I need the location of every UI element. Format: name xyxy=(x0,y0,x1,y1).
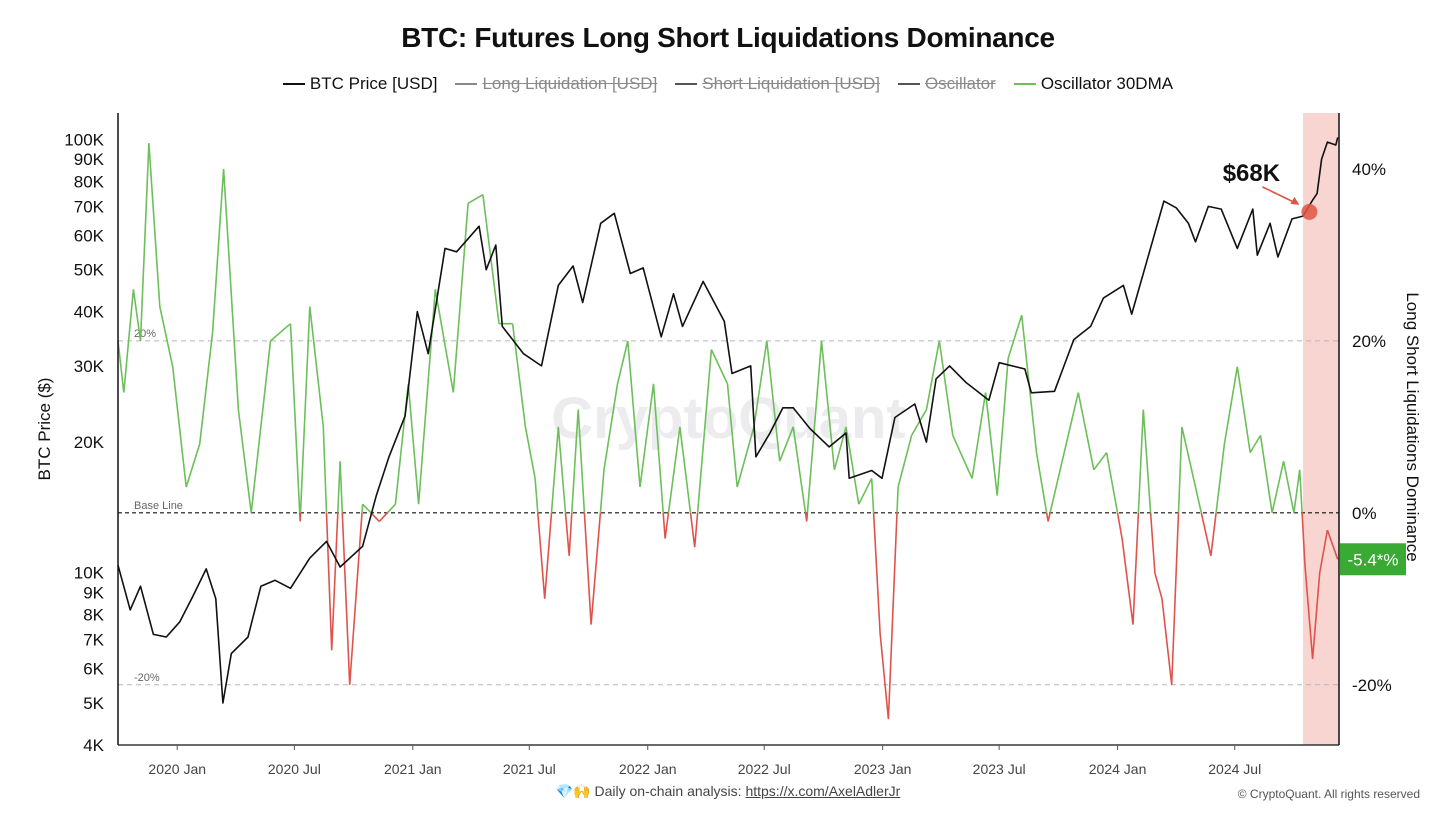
reference-line-label: -20% xyxy=(134,672,160,684)
y-left-tick-label: 10K xyxy=(74,564,105,583)
last-value-badge-label: -5.4*% xyxy=(1347,550,1398,569)
legend-item[interactable]: BTC Price [USD] xyxy=(282,74,438,94)
legend-item[interactable]: Short Liquidation [USD] xyxy=(675,74,880,94)
btc-price-line xyxy=(117,137,1339,704)
y-left-tick-label: 30K xyxy=(74,357,105,376)
y-right-tick-label: -20% xyxy=(1352,676,1392,695)
y-left-tick-label: 80K xyxy=(74,172,105,191)
x-tick-label: 2024 Jul xyxy=(1208,761,1261,777)
y-left-tick-label: 4K xyxy=(83,736,104,755)
chart-title: BTC: Futures Long Short Liquidations Dom… xyxy=(401,22,1055,53)
copyright: © CryptoQuant. All rights reserved xyxy=(1237,787,1420,801)
legend-swatch xyxy=(675,83,698,85)
oscillator-30dma-positive-line xyxy=(117,143,1303,514)
reference-line-label: Base Line xyxy=(134,500,183,512)
last-value-badge xyxy=(1340,543,1406,576)
x-tick-label: 2020 Jul xyxy=(268,761,321,777)
footer-link[interactable]: https://x.com/AxelAdlerJr xyxy=(745,783,901,799)
y-left-tick-label: 40K xyxy=(74,303,105,322)
x-tick-label: 2021 Jan xyxy=(384,761,442,777)
y-left-tick-label: 70K xyxy=(74,197,105,216)
x-tick-label: 2022 Jul xyxy=(738,761,791,777)
legend-label: Long Liquidation [USD] xyxy=(482,74,658,93)
legend-label: BTC Price [USD] xyxy=(309,74,438,93)
y-left-axis-title: BTC Price ($) xyxy=(35,378,54,481)
y-left-tick-label: 90K xyxy=(74,150,105,169)
legend-swatch xyxy=(455,83,478,85)
annotation-arrow-head xyxy=(1290,196,1300,205)
y-left-tick-label: 60K xyxy=(74,226,105,245)
x-tick-label: 2020 Jan xyxy=(148,761,206,777)
x-tick-label: 2023 Jan xyxy=(854,761,912,777)
reference-line-label: 20% xyxy=(134,328,156,340)
annotation-marker xyxy=(1301,203,1318,220)
legend-label: Short Liquidation [USD] xyxy=(702,74,880,93)
y-left-tick-label: 7K xyxy=(83,631,104,650)
legend-item[interactable]: Oscillator 30DMA xyxy=(1013,74,1174,94)
y-right-tick-label: 20% xyxy=(1352,332,1386,351)
y-left-tick-label: 100K xyxy=(64,130,104,149)
y-left-tick-label: 6K xyxy=(83,660,104,679)
legend-label: Oscillator xyxy=(924,74,996,93)
footer-emoji: 💎🙌 xyxy=(555,783,591,799)
footer: 💎🙌 Daily on-chain analysis: https://x.co… xyxy=(0,783,1456,800)
x-tick-label: 2021 Jul xyxy=(503,761,556,777)
legend-swatch xyxy=(282,83,305,85)
legend-item[interactable]: Oscillator xyxy=(897,74,996,94)
x-tick-label: 2024 Jan xyxy=(1089,761,1147,777)
x-tick-label: 2022 Jan xyxy=(619,761,677,777)
y-right-tick-label: 40% xyxy=(1352,160,1386,179)
legend-item[interactable]: Long Liquidation [USD] xyxy=(455,74,657,94)
y-right-axis-title: Long Short Liquidations Dominance xyxy=(1403,292,1422,561)
annotation-arrow xyxy=(1262,186,1296,204)
y-left-tick-label: 50K xyxy=(74,261,105,280)
y-left-tick-label: 20K xyxy=(74,433,105,452)
y-right-tick-label: 0% xyxy=(1352,504,1377,523)
footer-text: Daily on-chain analysis: xyxy=(594,783,742,799)
y-left-tick-label: 9K xyxy=(83,583,104,602)
oscillator-30dma-negative-line xyxy=(298,512,1339,720)
legend-swatch xyxy=(897,83,920,85)
x-tick-label: 2023 Jul xyxy=(973,761,1026,777)
legend-swatch xyxy=(1013,83,1036,85)
y-left-tick-label: 5K xyxy=(83,694,104,713)
annotation-label: $68K xyxy=(1223,160,1281,187)
legend: BTC Price [USD] Long Liquidation [USD] Sho… xyxy=(0,70,1456,94)
y-left-tick-label: 8K xyxy=(83,606,104,625)
legend-label: Oscillator 30DMA xyxy=(1040,74,1174,93)
